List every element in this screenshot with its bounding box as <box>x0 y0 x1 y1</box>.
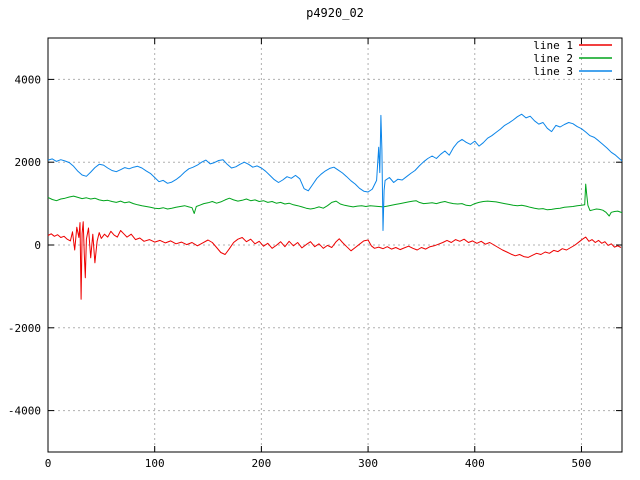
y-tick-label: 0 <box>34 239 41 252</box>
y-tick-label: 2000 <box>15 156 42 169</box>
series-1-line <box>47 221 622 300</box>
x-tick-label: 100 <box>145 457 165 470</box>
legend-label: line 1 <box>533 39 573 52</box>
x-tick-label: 200 <box>251 457 271 470</box>
legend-label: line 3 <box>533 65 573 78</box>
x-tick-label: 0 <box>45 457 52 470</box>
series-3-line <box>47 113 623 231</box>
x-tick-label: 500 <box>572 457 592 470</box>
x-tick-label: 300 <box>358 457 378 470</box>
x-tick-label: 400 <box>465 457 485 470</box>
series-2-line <box>47 183 623 217</box>
y-tick-label: -2000 <box>8 322 41 335</box>
y-tick-label: 4000 <box>15 73 42 86</box>
legend-label: line 2 <box>533 52 573 65</box>
y-tick-label: -4000 <box>8 405 41 418</box>
chart-title: p4920_02 <box>306 6 364 20</box>
